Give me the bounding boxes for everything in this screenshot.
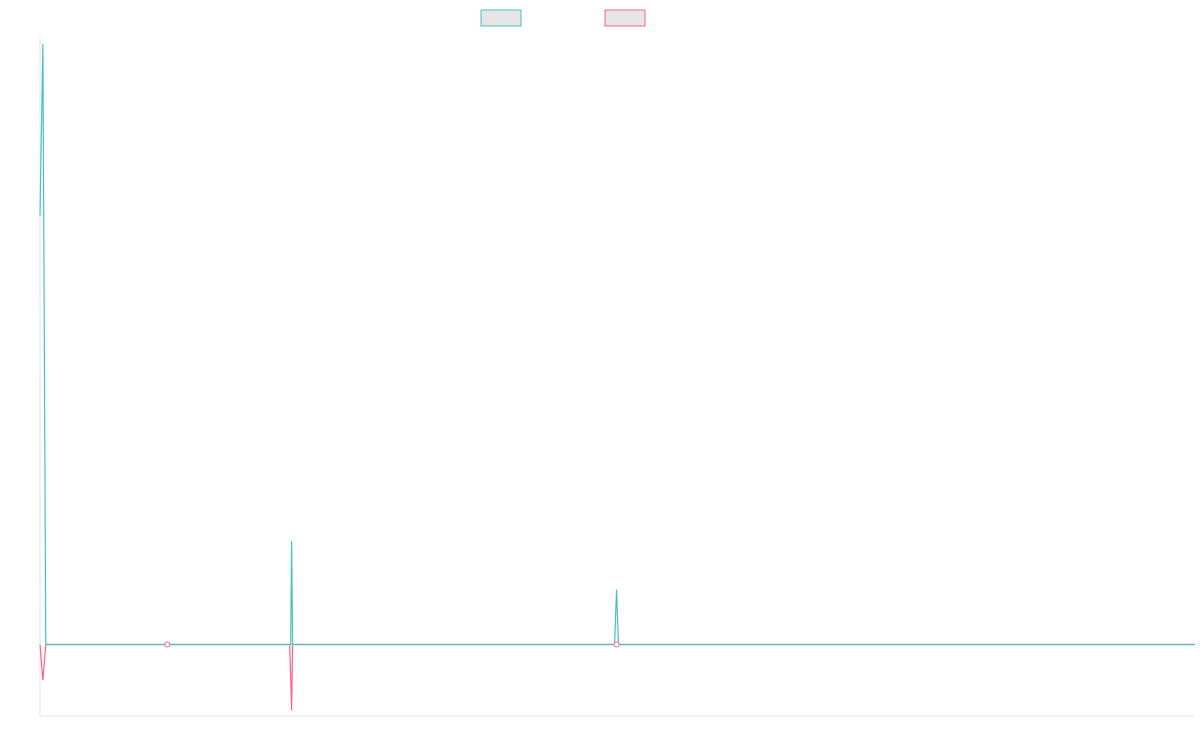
plot-area: [39, 44, 1195, 711]
data-point-2: [613, 641, 620, 648]
legend[interactable]: [480, 9, 646, 27]
series-line-1: [39, 44, 1195, 646]
legend-swatch-2: [604, 9, 646, 27]
axes: [39, 37, 1195, 717]
legend-item-2[interactable]: [604, 9, 646, 27]
legend-swatch-1: [480, 9, 522, 27]
data-point-1: [164, 641, 171, 648]
series-line-2: [39, 643, 1195, 711]
legend-item-1[interactable]: [480, 9, 522, 27]
